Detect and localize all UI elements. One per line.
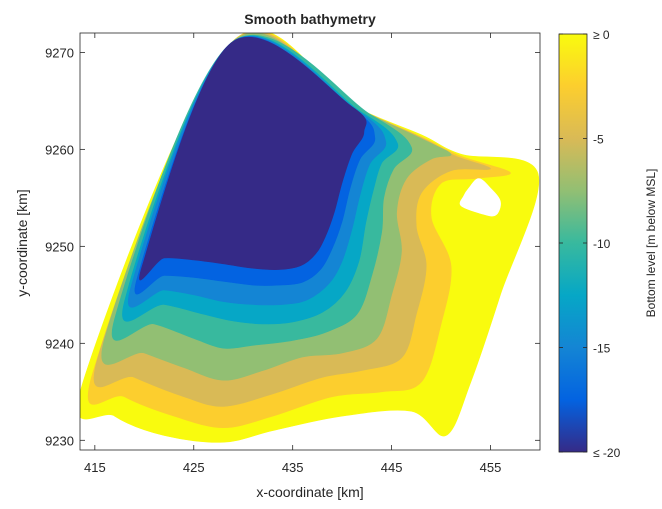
x-tick-label: 435 [282,460,304,475]
y-axis-ticks: 9230 9240 9250 9260 9270 [45,45,540,448]
y-tick-label: 9270 [45,45,74,60]
x-tick-label: 425 [183,460,205,475]
y-axis-label: y-coordinate [km] [14,189,30,296]
depth-band-8 [139,36,367,281]
y-tick-label: 9250 [45,239,74,254]
colorbar-ticks: ≥ 0 -5 -10 -15 ≤ -20 [559,28,621,460]
colorbar-tick-label: -15 [593,342,611,356]
colorbar-tick-label: -10 [593,237,611,251]
x-axis-ticks: 415 425 435 445 455 [84,33,501,475]
x-tick-label: 415 [84,460,106,475]
colorbar-tick-label: ≥ 0 [593,28,610,42]
colorbar-tick-label: ≤ -20 [593,446,621,460]
y-tick-label: 9230 [45,433,74,448]
x-axis-label: x-coordinate [km] [256,484,363,500]
chart-title: Smooth bathymetry [244,11,376,27]
colorbar-label: Bottom level [m below MSL] [644,169,658,318]
depth-band-9 [459,178,501,217]
y-tick-label: 9260 [45,142,74,157]
x-tick-label: 455 [480,460,502,475]
colorbar-tick-label: -5 [593,133,604,147]
plot-frame [79,32,541,451]
x-tick-label: 445 [381,460,403,475]
depth-bands [80,33,540,443]
y-tick-label: 9240 [45,336,74,351]
colorbar [558,33,588,453]
